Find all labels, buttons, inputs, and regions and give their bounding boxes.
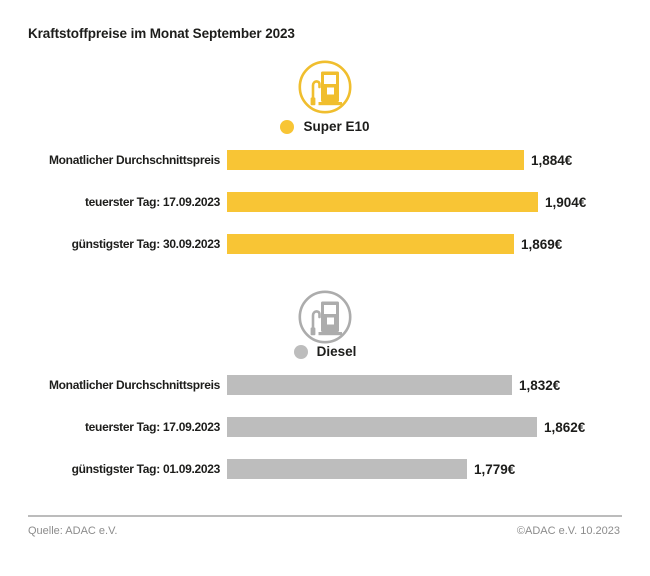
footer-source: Quelle: ADAC e.V. [28, 525, 118, 537]
bar-diesel-min-day [227, 459, 467, 479]
bar-super-e10-max-day [227, 192, 538, 212]
legend-label: Super E10 [303, 119, 370, 134]
bar-row: teuerster Tag: 17.09.2023 1,904€ [28, 192, 586, 212]
bar-label: Monatlicher Durchschnittspreis [48, 378, 220, 392]
bar-value: 1,779€ [474, 461, 516, 477]
bar-row: Monatlicher Durchschnittspreis 1,884€ [28, 150, 586, 170]
footer-divider [28, 515, 622, 517]
bar-row: Monatlicher Durchschnittspreis 1,832€ [28, 375, 585, 395]
bar-value: 1,862€ [544, 419, 586, 435]
bar-value: 1,884€ [531, 152, 573, 168]
footer-copyright: ©ADAC e.V. 10.2023 [516, 525, 620, 537]
bar-value: 1,904€ [545, 194, 587, 210]
bar-super-e10-min-day [227, 234, 514, 254]
bar-row: günstigster Tag: 30.09.2023 1,869€ [28, 234, 586, 254]
bar-value: 1,869€ [521, 236, 563, 252]
bar-row: teuerster Tag: 17.09.2023 1,862€ [28, 417, 585, 437]
bar-diesel-average [227, 375, 512, 395]
legend-label: Diesel [316, 344, 357, 359]
bar-row: günstigster Tag: 01.09.2023 1,779€ [28, 459, 585, 479]
fuel-pump-icon [297, 289, 353, 345]
bar-label: Monatlicher Durchschnittspreis [48, 153, 220, 167]
bar-rows: Monatlicher Durchschnittspreis 1,832€ te… [28, 375, 585, 501]
bar-label: teuerster Tag: 17.09.2023 [84, 195, 220, 209]
legend-dot [280, 119, 295, 134]
bar-label: günstigster Tag: 30.09.2023 [71, 237, 221, 251]
legend-diesel: Diesel [0, 344, 650, 359]
fuel-pump-icon [297, 59, 353, 115]
bar-label: günstigster Tag: 01.09.2023 [71, 462, 221, 476]
bar-super-e10-average [227, 150, 524, 170]
page-title: Kraftstoffpreise im Monat September 2023 [28, 26, 295, 41]
legend-super-e10: Super E10 [0, 119, 650, 134]
legend-dot [293, 344, 308, 359]
bar-rows: Monatlicher Durchschnittspreis 1,884€ te… [28, 150, 586, 276]
bar-diesel-max-day [227, 417, 537, 437]
bar-label: teuerster Tag: 17.09.2023 [84, 420, 220, 434]
bar-value: 1,832€ [519, 377, 561, 393]
